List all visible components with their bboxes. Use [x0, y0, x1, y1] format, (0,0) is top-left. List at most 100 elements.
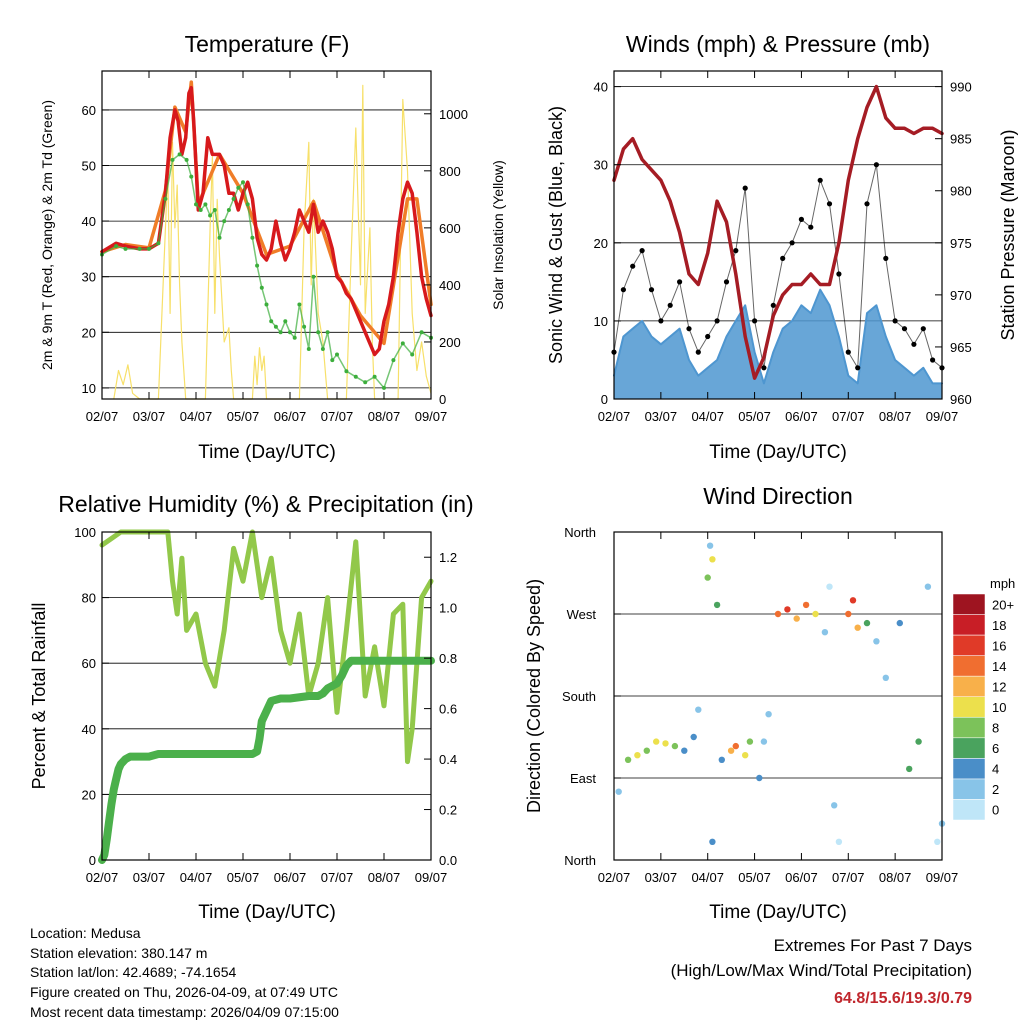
- colorbar-swatch: [952, 593, 986, 615]
- temp-x-tick-label: 07/07: [321, 409, 354, 424]
- temperature-left-axis-label: 2m & 9m T (Red, Orange) & 2m Td (Green): [39, 100, 55, 370]
- rh-x-tick-label: 03/07: [133, 870, 166, 885]
- station-info: Location: Medusa Station elevation: 380.…: [30, 925, 339, 1020]
- direction-point: [704, 574, 711, 581]
- temperature-series: [100, 80, 433, 400]
- rh-x-tick-label: 07/07: [321, 870, 354, 885]
- direction-point: [863, 619, 871, 627]
- colorbar-swatch: [952, 634, 986, 656]
- direction-point: [915, 738, 922, 745]
- colorbar-level-label: 20+: [992, 597, 1014, 612]
- temp-y2-tick-label: 400: [439, 278, 461, 293]
- colorbar-level-label: 0: [992, 803, 999, 818]
- wind-y2-tick-label: 965: [950, 340, 972, 355]
- direction-point: [746, 738, 754, 745]
- direction-point: [845, 610, 852, 618]
- speed-colorbar: mph 0 2 4 6 8 10 12 14 16 18 20+: [952, 576, 1015, 821]
- direction-point: [774, 610, 782, 618]
- direction-y-axis-label: Direction (Colored By Speed): [524, 579, 544, 813]
- wind-y2-tick-label: 960: [950, 392, 972, 407]
- direction-point: [653, 738, 660, 745]
- direction-point: [882, 674, 889, 681]
- dir-x-tick-label: 08/07: [879, 870, 912, 885]
- rh-x-tick-label: 02/07: [86, 870, 119, 885]
- wind-y-tick-label: 0: [601, 392, 608, 407]
- extremes-values: 64.8/15.6/19.3/0.79: [834, 990, 972, 1007]
- colorbar-swatch: [952, 799, 986, 821]
- colorbar-swatch: [952, 737, 986, 759]
- colorbar-level-label: 8: [992, 721, 999, 736]
- direction-point: [821, 629, 829, 636]
- wind-y-tick-label: 20: [594, 236, 608, 251]
- direction-point: [709, 556, 716, 563]
- winds-series: [611, 84, 945, 399]
- colorbar-swatch: [952, 717, 986, 739]
- temp-y-tick-label: 10: [82, 381, 96, 396]
- temp-y-tick-label: 60: [82, 103, 96, 118]
- temp-x-tick-label: 06/07: [274, 409, 307, 424]
- colorbar-level-label: 16: [992, 638, 1006, 653]
- dir-x-tick-label: 09/07: [926, 870, 959, 885]
- direction-point: [765, 711, 772, 718]
- direction-point: [802, 601, 810, 609]
- wind-x-tick-label: 09/07: [926, 409, 959, 424]
- direction-point: [756, 774, 763, 782]
- direction-point: [624, 756, 632, 763]
- wind-x-tick-label: 05/07: [738, 409, 771, 424]
- rh-y-tick-label: 20: [82, 787, 96, 802]
- dir-x-tick-label: 06/07: [785, 870, 818, 885]
- humidity-plot-frame: [101, 531, 432, 861]
- rh-y2-tick-label: 0.0: [439, 853, 457, 868]
- direction-point: [906, 765, 913, 773]
- wind-y2-tick-label: 990: [950, 80, 972, 95]
- rh-y-tick-label: 0: [89, 853, 96, 868]
- wind-y2-tick-label: 985: [950, 132, 972, 147]
- direction-points: [615, 542, 946, 845]
- colorbar-level-label: 4: [992, 762, 999, 777]
- wind-y-tick-label: 40: [594, 80, 608, 95]
- humidity-series: [98, 529, 435, 864]
- temperature-right-axis-label: Solar Insolation (Yellow): [490, 160, 506, 310]
- direction-point: [713, 601, 721, 609]
- temp-y-tick-label: 40: [82, 214, 96, 229]
- direction-point: [873, 638, 880, 645]
- direction-point: [718, 756, 725, 763]
- wind-x-tick-label: 08/07: [879, 409, 912, 424]
- rh-y-tick-label: 80: [82, 591, 96, 606]
- direction-point: [784, 606, 791, 613]
- rh-y2-tick-label: 1.0: [439, 601, 457, 616]
- colorbar-swatch: [952, 675, 986, 697]
- temp-x-tick-label: 04/07: [180, 409, 213, 424]
- temp-y2-tick-label: 1000: [439, 107, 468, 122]
- colorbar-level-label: 2: [992, 782, 999, 797]
- location-text: Location: Medusa: [30, 925, 141, 941]
- wind-x-tick-label: 02/07: [598, 409, 631, 424]
- humidity-x-axis-label: Time (Day/UTC): [198, 902, 336, 923]
- rh-y2-tick-label: 0.8: [439, 651, 457, 666]
- direction-point: [690, 733, 697, 741]
- winds-plot-frame: [613, 70, 943, 400]
- winds-pressure-panel: Winds (mph) & Pressure (mb) 0 10 20 30 40 960…: [546, 31, 1018, 463]
- colorbar-level-label: 18: [992, 618, 1006, 633]
- temp-x-tick-label: 09/07: [415, 409, 448, 424]
- total-rainfall-line: [98, 656, 435, 864]
- winds-right-axis-label: Station Pressure (Maroon): [998, 129, 1018, 340]
- temperature-plot-frame: [101, 70, 432, 400]
- dir-y-tick-label: North: [564, 525, 596, 540]
- direction-point: [826, 583, 833, 590]
- winds-ticks: 0 10 20 30 40 960 965 970 975 980 985 990 02/07 03/07…: [594, 71, 972, 424]
- rh-x-tick-label: 06/07: [274, 870, 307, 885]
- rh-x-tick-label: 09/07: [415, 870, 448, 885]
- direction-point: [849, 597, 857, 604]
- direction-x-axis-label: Time (Day/UTC): [709, 902, 847, 923]
- wind-y2-tick-label: 970: [950, 288, 972, 303]
- direction-point: [812, 610, 819, 618]
- direction-point: [854, 624, 861, 631]
- rh-y-tick-label: 40: [82, 722, 96, 737]
- winds-left-axis-label: Sonic Wind & Gust (Blue, Black): [546, 106, 566, 364]
- wind-x-tick-label: 06/07: [785, 409, 818, 424]
- direction-point: [695, 706, 702, 713]
- wind-direction-panel: Wind Direction NorthEastSouthWestNorth02…: [524, 483, 1015, 923]
- direction-point: [732, 742, 739, 750]
- wind-x-tick-label: 07/07: [832, 409, 865, 424]
